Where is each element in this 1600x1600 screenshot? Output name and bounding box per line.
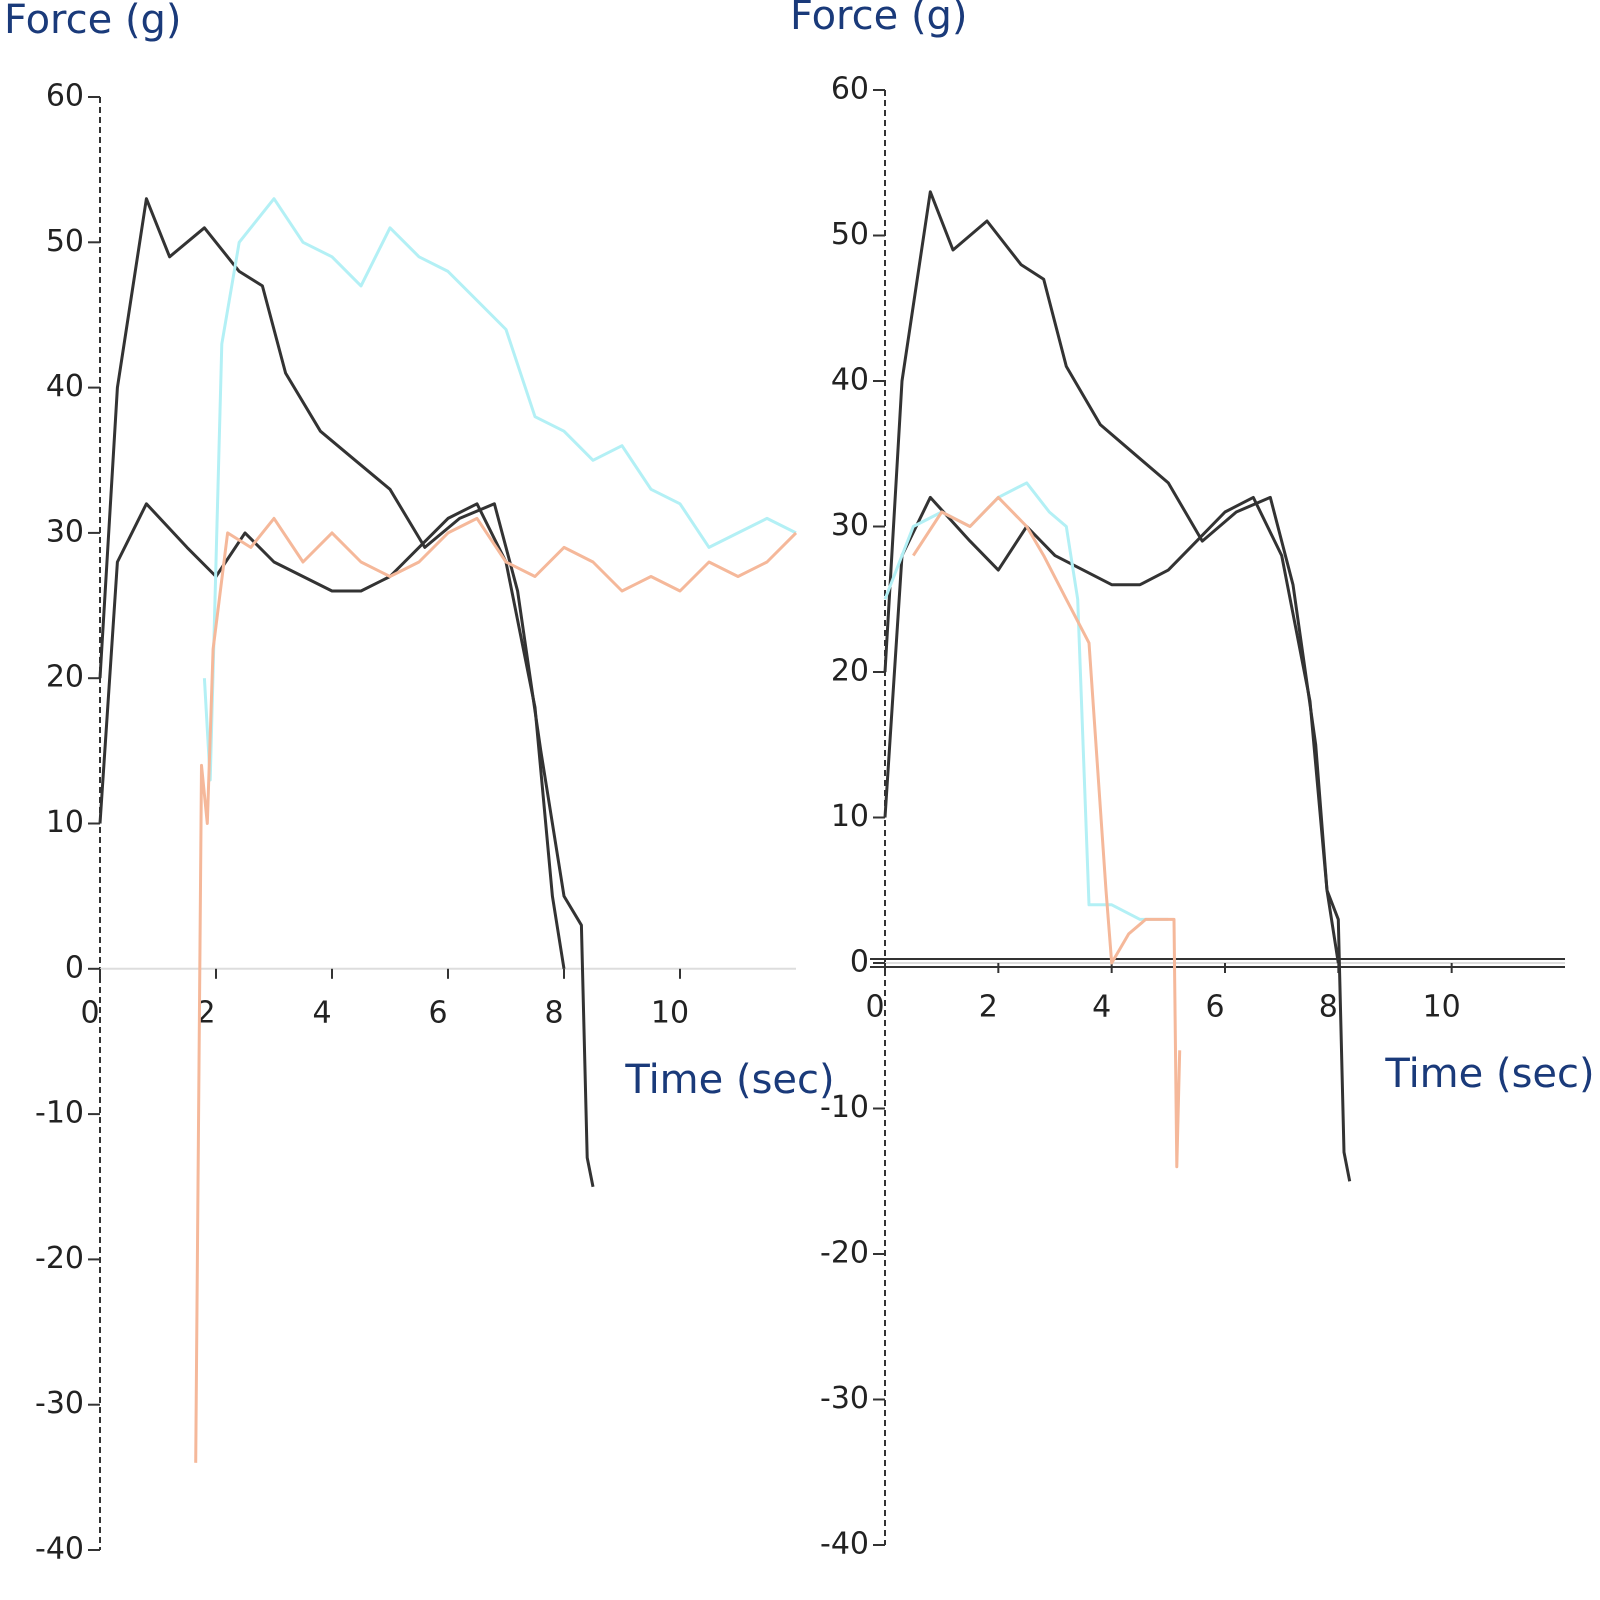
x-axis-title: Time (sec) (1384, 1051, 1594, 1097)
series-line (883, 481, 1169, 921)
x-tick-label: 10 (1423, 990, 1461, 1025)
y-axis-title: Force (g) (4, 0, 182, 43)
y-tick-label: -10 (35, 1096, 84, 1131)
x-tick-label: 0 (865, 990, 884, 1025)
x-tick-label: 6 (428, 995, 447, 1030)
x-tick-label: 0 (80, 995, 99, 1030)
y-tick-label: 10 (831, 799, 869, 834)
y-tick-label: 60 (831, 72, 869, 107)
y-tick-label: -20 (820, 1236, 869, 1271)
x-tick-label: 6 (1205, 990, 1224, 1025)
y-tick-label: 30 (46, 514, 84, 549)
series-line (912, 495, 1182, 1169)
y-tick-label: 0 (850, 945, 869, 980)
series-line (883, 495, 1340, 964)
series-line (202, 197, 797, 782)
y-tick-label: 60 (46, 79, 84, 114)
y-tick-label: -20 (35, 1241, 84, 1276)
y-tick-label: -40 (820, 1527, 869, 1562)
y-tick-label: -40 (35, 1532, 84, 1567)
y-tick-label: 0 (65, 950, 84, 985)
x-axis-title: Time (sec) (624, 1057, 834, 1103)
y-tick-label: 40 (46, 369, 84, 404)
series-line (194, 516, 798, 1463)
x-tick-label: 2 (196, 995, 215, 1030)
x-tick-label: 8 (544, 995, 563, 1030)
y-axis-title: Force (g) (790, 0, 968, 39)
y-tick-label: 10 (46, 805, 84, 840)
x-tick-label: 8 (1319, 990, 1338, 1025)
x-tick-label: 10 (651, 995, 689, 1030)
y-tick-label: 20 (46, 660, 84, 695)
y-tick-label: 30 (831, 508, 869, 543)
series-line (98, 197, 595, 1188)
y-tick-label: -30 (820, 1381, 869, 1416)
series-line (98, 502, 566, 970)
y-tick-label: 50 (46, 224, 84, 259)
x-tick-label: 2 (979, 990, 998, 1025)
y-tick-label: 20 (831, 654, 869, 689)
y-tick-label: 40 (831, 363, 869, 398)
x-tick-label: 4 (1092, 990, 1111, 1025)
y-tick-label: 50 (831, 217, 869, 252)
x-tick-label: 4 (312, 995, 331, 1030)
y-tick-label: -30 (35, 1386, 84, 1421)
series-line (883, 190, 1352, 1182)
y-tick-label: -10 (820, 1090, 869, 1125)
